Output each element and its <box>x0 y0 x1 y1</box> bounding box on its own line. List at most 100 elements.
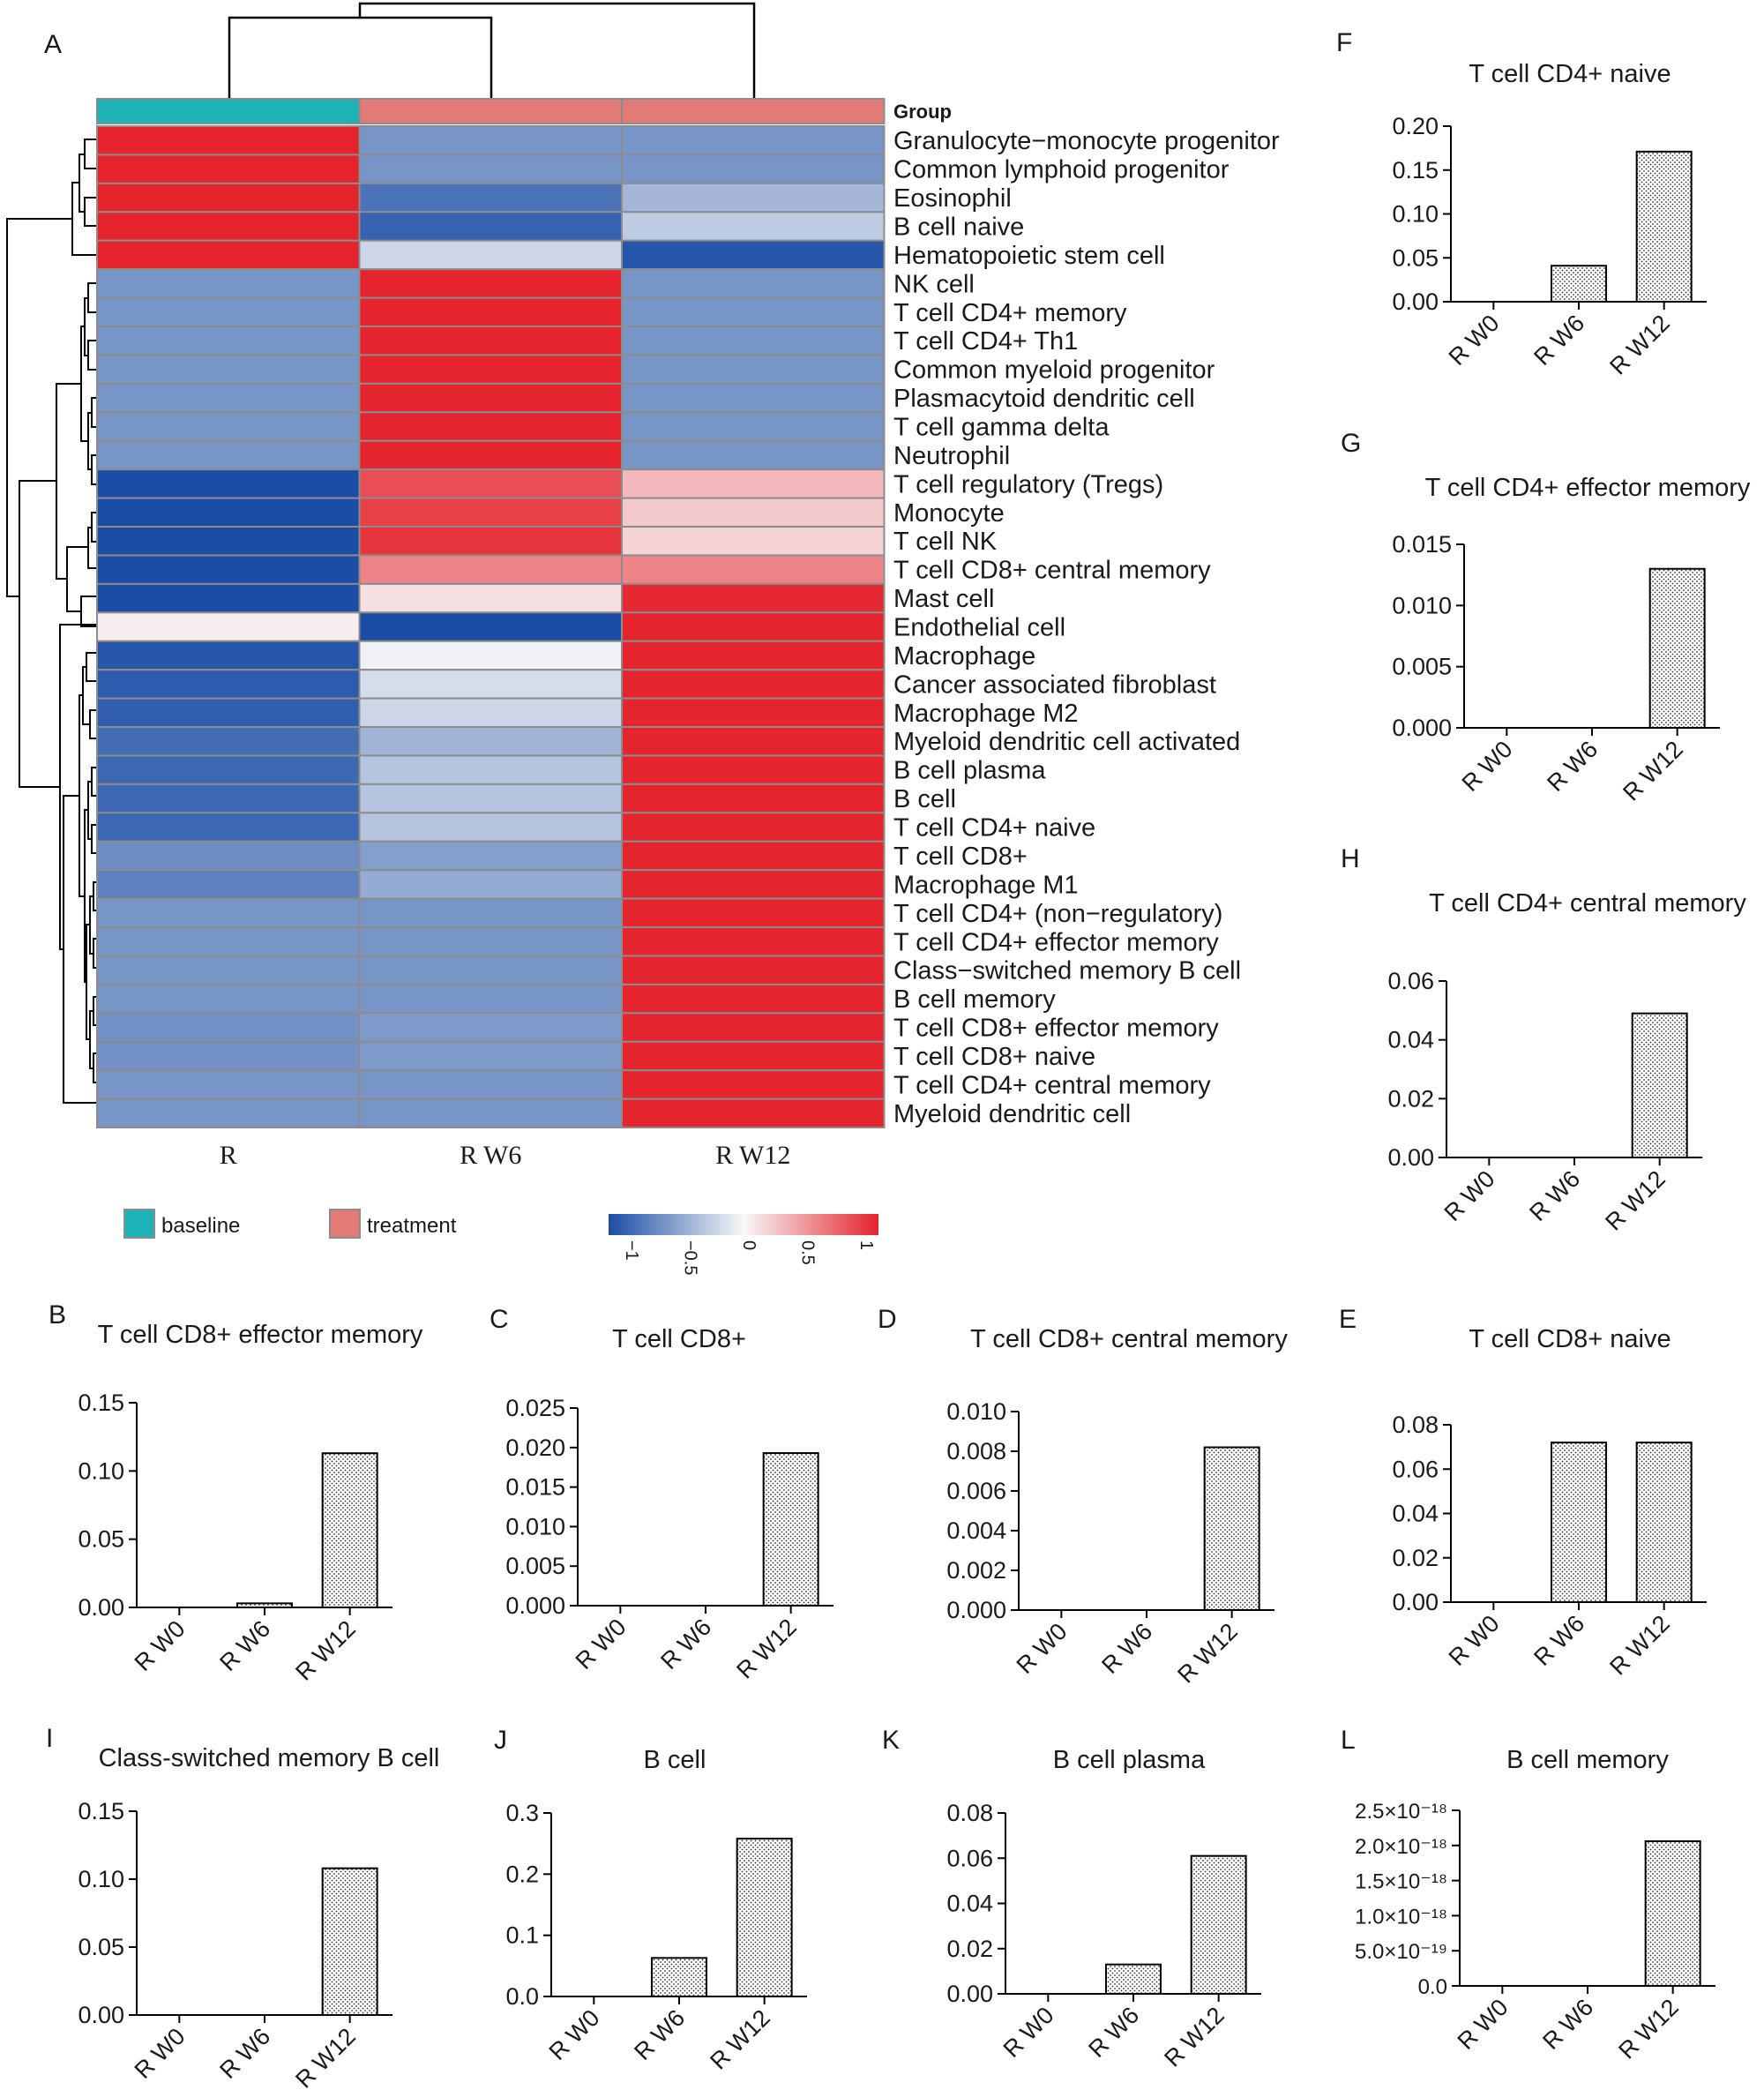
heatmap-cell <box>96 554 361 585</box>
x-tick-label: R W12 <box>1618 736 1688 806</box>
legend-baseline-swatch <box>123 1209 155 1239</box>
heatmap-cell <box>358 1069 623 1100</box>
y-tick-label: 0.008 <box>946 1438 1006 1464</box>
heatmap-cell <box>358 268 623 299</box>
heatmap-cell <box>96 983 361 1015</box>
heatmap-row-label: Monocyte <box>893 499 1005 528</box>
heatmap-cell <box>358 354 623 385</box>
bar-panel-j: J B cell 0.0 0.1 0.2 0.3 R W0 R W6 R W12 <box>494 1726 807 2075</box>
heatmap-row-label: Common myeloid progenitor <box>893 356 1215 385</box>
bar-panel-b: B T cell CD8+ effector memory 0.00 0.05 0.10… <box>49 1300 423 1686</box>
heatmap-cell <box>358 239 623 271</box>
heatmap-cell <box>96 1097 361 1129</box>
x-tick-label: R W6 <box>1083 2002 1144 2063</box>
heatmap-row-label: Eosinophil <box>893 184 1012 213</box>
heatmap-cell <box>358 726 623 757</box>
y-tick-label: 0.02 <box>946 1936 993 1962</box>
heatmap-column-label: R <box>220 1141 237 1170</box>
y-tick-label: 1.5×10⁻¹⁸ <box>1355 1870 1447 1894</box>
heatmap-cell <box>96 154 361 184</box>
colorbar-tick-label: 0.5 <box>798 1240 818 1265</box>
chart-title: B cell memory <box>1506 1746 1669 1774</box>
panel-label: I <box>46 1724 53 1753</box>
heatmap-cell <box>358 869 623 900</box>
x-tick-label: R W6 <box>629 2004 690 2065</box>
y-tick-label: 0.004 <box>946 1517 1006 1544</box>
bar <box>1635 150 1693 303</box>
heatmap-cell <box>621 497 886 528</box>
y-tick-label: 0.006 <box>946 1478 1006 1504</box>
heatmap-cell <box>96 926 361 957</box>
heatmap-cell <box>621 783 886 814</box>
x-tick-label: R W12 <box>1604 310 1675 380</box>
heatmap-cell <box>358 754 623 785</box>
legend-baseline-label: baseline <box>161 1214 240 1238</box>
heatmap-cell <box>621 468 886 499</box>
heatmap-cell <box>358 897 623 929</box>
heatmap-column-labels: R R W6 R W12 <box>220 1141 791 1170</box>
heatmap-cell <box>621 1069 886 1100</box>
heatmap-cell <box>358 640 623 671</box>
heatmap-row-label: T cell CD8+ central memory <box>893 557 1211 585</box>
x-tick-label: R W6 <box>655 1614 716 1674</box>
bar <box>1635 1442 1693 1603</box>
x-tick-label: R W12 <box>705 2004 775 2075</box>
y-tick-label: 0.010 <box>1392 592 1452 618</box>
heatmap-cell <box>358 382 623 414</box>
bar <box>1644 1840 1701 1987</box>
x-tick-label: R W12 <box>1159 2002 1230 2072</box>
y-tick-label: 0.010 <box>946 1398 1006 1425</box>
panel-label-a: A <box>44 30 62 59</box>
heatmap-cell <box>621 697 886 729</box>
heatmap-row-label: Macrophage M1 <box>893 871 1079 899</box>
heatmap-panel: A <box>6 2 1280 1275</box>
y-tick-label: 0.005 <box>1392 654 1452 680</box>
group-label: Group <box>893 101 952 123</box>
heatmap-row-label: T cell CD4+ naive <box>893 814 1095 843</box>
y-tick-label: 5.0×10⁻¹⁹ <box>1355 1940 1447 1964</box>
colorbar: −1 −0.5 0 0.5 1 <box>609 1214 878 1275</box>
heatmap-cell <box>96 1040 361 1072</box>
heatmap-cell <box>96 812 361 843</box>
chart-title: B cell <box>644 1746 706 1774</box>
heatmap-cell <box>96 897 361 929</box>
heatmap-row-label: T cell CD4+ effector memory <box>893 928 1219 956</box>
x-tick-label: R W0 <box>998 2002 1059 2063</box>
y-tick-label: 0.02 <box>1392 1545 1439 1571</box>
bar-panel-e: E T cell CD8+ naive 0.00 0.02 0.04 0.06 0.08 R … <box>1339 1305 1707 1681</box>
heatmap-cell <box>358 211 623 242</box>
heatmap-row-label: Common lymphoid progenitor <box>893 156 1230 184</box>
heatmap-cell <box>358 812 623 843</box>
panel-label: F <box>1336 28 1352 57</box>
panel-label: C <box>490 1305 509 1334</box>
y-tick-label: 0.015 <box>505 1474 565 1501</box>
x-tick-label: R W0 <box>1453 1994 1514 2055</box>
heatmap-cell <box>621 726 886 757</box>
y-tick-label: 0.3 <box>505 1800 539 1826</box>
heatmap-cell <box>621 669 886 700</box>
heatmap-cell <box>96 697 361 729</box>
heatmap-cell <box>96 1069 361 1100</box>
heatmap-cell <box>96 582 361 614</box>
heatmap-cell <box>358 1012 623 1043</box>
y-tick-label: 0.20 <box>1392 113 1439 139</box>
x-tick-label: R W6 <box>1529 310 1589 371</box>
heatmap-cell <box>358 1097 623 1129</box>
y-tick-label: 0.06 <box>946 1845 993 1871</box>
chart-title: T cell CD8+ effector memory <box>98 1321 423 1349</box>
y-tick-label: 0.15 <box>78 1798 124 1824</box>
heatmap-row-label: B cell plasma <box>893 757 1046 785</box>
y-tick-label: 0.04 <box>1387 1027 1434 1053</box>
heatmap-row-label: T cell CD8+ naive <box>893 1043 1095 1071</box>
heatmap-row-label: NK cell <box>893 270 975 298</box>
column-dendrogram <box>228 2 756 99</box>
y-tick-label: 0.06 <box>1387 968 1434 994</box>
bar <box>321 1452 378 1609</box>
heatmap-cell <box>621 840 886 872</box>
heatmap-cells <box>96 125 886 1129</box>
chart-title: T cell CD8+ naive <box>1469 1325 1671 1353</box>
heatmap-cell <box>96 268 361 299</box>
x-tick-label: R W6 <box>1096 1618 1157 1679</box>
